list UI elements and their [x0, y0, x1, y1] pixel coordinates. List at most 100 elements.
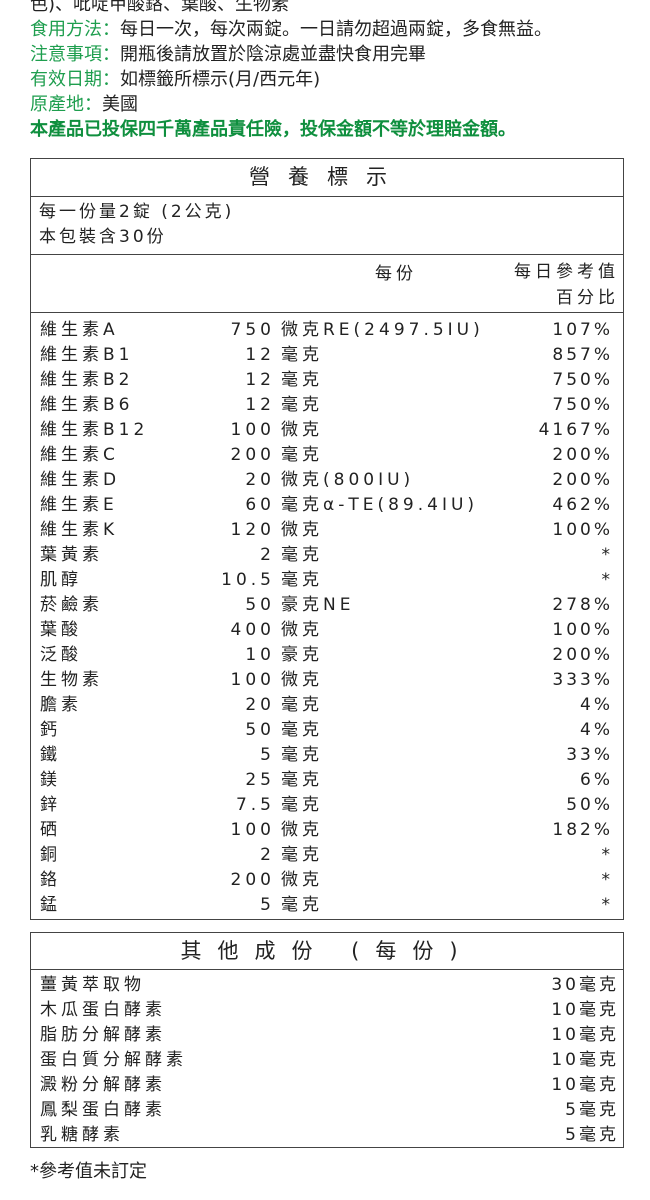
nutrient-dv: 4% — [580, 695, 613, 715]
nutrient-row: 維生素E 60 毫克α-TE(89.4IU) 462% — [31, 493, 623, 518]
info-line: 有效日期：如標籤所標示(月/西元年) — [30, 67, 552, 92]
nutrient-row: 維生素D 20 微克(800IU) 200% — [31, 468, 623, 493]
nutrient-name: 銅 — [40, 845, 61, 865]
info-label: 注意事項： — [30, 44, 120, 65]
nutrient-row: 鈣 50 毫克 4% — [31, 718, 623, 743]
product-info: 色)、吡啶甲酸鉻、葉酸、生物素 食用方法：每日一次，每次兩錠。一日請勿超過兩錠，… — [30, 0, 552, 142]
nutrition-facts-table: 營養標示 每一份量2錠 (2公克) 本包裝含30份 每份 每日參考值 百分比 維… — [30, 158, 624, 920]
nutrient-dv: 107% — [552, 320, 613, 340]
nutrient-unit: 毫克 — [281, 445, 323, 465]
ingredient-row: 木瓜蛋白酵素 10毫克 — [31, 998, 623, 1023]
nutrient-unit: 毫克 — [281, 895, 323, 915]
nutrient-dv: 200% — [552, 445, 613, 465]
info-label: 有效日期： — [30, 69, 120, 90]
ingredient-row: 脂肪分解酵素 10毫克 — [31, 1023, 623, 1048]
nutrient-name: 硒 — [40, 820, 61, 840]
ingredient-amount: 10毫克 — [551, 1075, 619, 1095]
nutrient-row: 泛酸 10 豪克 200% — [31, 643, 623, 668]
nutrient-row: 銅 2 毫克 * — [31, 843, 623, 868]
nutrient-unit: 豪克NE — [281, 595, 355, 615]
col-per-serving: 每份 — [375, 264, 417, 284]
nutrient-dv: 33% — [566, 745, 613, 765]
nutrient-name: 維生素B12 — [40, 420, 149, 440]
nutrient-row: 硒 100 微克 182% — [31, 818, 623, 843]
nutrient-row: 錳 5 毫克 * — [31, 893, 623, 918]
nutrient-dv: 857% — [552, 345, 613, 365]
nutrient-dv: 200% — [552, 470, 613, 490]
nutrient-unit: 毫克 — [281, 370, 323, 390]
nutrient-row: 鎂 25 毫克 6% — [31, 768, 623, 793]
nutrient-dv: 462% — [552, 495, 613, 515]
nutrient-name: 維生素B1 — [40, 345, 134, 365]
ingredient-amount: 5毫克 — [565, 1100, 619, 1120]
ingredient-amount: 5毫克 — [565, 1125, 619, 1145]
nutrient-unit: 毫克 — [281, 545, 323, 565]
nutrient-name: 泛酸 — [40, 645, 82, 665]
serving-size: 每一份量2錠 (2公克) — [39, 202, 235, 222]
ingredient-amount: 10毫克 — [551, 1050, 619, 1070]
nutrient-name: 葉黃素 — [40, 545, 103, 565]
nutrient-name: 鐵 — [40, 745, 61, 765]
col-dv-line2: 百分比 — [556, 288, 619, 308]
nutrient-dv: 200% — [552, 645, 613, 665]
ingredient-row: 乳糖酵素 5毫克 — [31, 1123, 623, 1148]
nutrient-qty: 2 — [260, 545, 275, 565]
nutrient-qty: 5 — [260, 745, 275, 765]
ingredients-tail: 色)、吡啶甲酸鉻、葉酸、生物素 — [30, 0, 290, 15]
ingredient-amount: 10毫克 — [551, 1025, 619, 1045]
nutrient-qty: 120 — [230, 520, 275, 540]
nutrient-name: 維生素E — [40, 495, 118, 515]
nutrient-unit: 毫克 — [281, 395, 323, 415]
nutrient-dv: * — [601, 570, 613, 590]
nutrient-qty: 5 — [260, 895, 275, 915]
other-title: 其他成份 (每份) — [31, 933, 623, 970]
nutrient-unit: 微克 — [281, 620, 323, 640]
nutrient-dv: * — [601, 545, 613, 565]
nutrient-dv: 6% — [580, 770, 613, 790]
nutrient-row: 維生素B1 12 毫克 857% — [31, 343, 623, 368]
ingredient-name: 澱粉分解酵素 — [40, 1075, 166, 1095]
nutrient-qty: 10 — [245, 645, 275, 665]
nutrient-qty: 7.5 — [235, 795, 275, 815]
nutrient-qty: 10.5 — [221, 570, 275, 590]
nutrient-row: 生物素 100 微克 333% — [31, 668, 623, 693]
nutrient-qty: 20 — [245, 695, 275, 715]
nutrient-unit: 微克 — [281, 420, 323, 440]
info-label: 原產地： — [30, 94, 102, 115]
nutrient-unit: 毫克 — [281, 845, 323, 865]
nutrient-dv: 182% — [552, 820, 613, 840]
nutrient-unit: 毫克 — [281, 745, 323, 765]
nutrient-row: 鐵 5 毫克 33% — [31, 743, 623, 768]
nutrient-qty: 100 — [230, 820, 275, 840]
nutrient-row: 葉黃素 2 毫克 * — [31, 543, 623, 568]
nutrient-unit: 毫克 — [281, 770, 323, 790]
ingredient-amount: 30毫克 — [551, 975, 619, 995]
nutrient-unit: 毫克α-TE(89.4IU) — [281, 495, 479, 515]
nutrient-qty: 20 — [245, 470, 275, 490]
nutrient-qty: 2 — [260, 845, 275, 865]
nutrient-unit: 毫克 — [281, 720, 323, 740]
nutrient-unit: 毫克 — [281, 570, 323, 590]
nutrient-unit: 微克 — [281, 670, 323, 690]
col-dv-line1: 每日參考值 — [514, 262, 619, 282]
nutrient-name: 肌醇 — [40, 570, 82, 590]
nutrient-dv: * — [601, 895, 613, 915]
nutrient-unit: 微克 — [281, 820, 323, 840]
ingredient-row: 鳳梨蛋白酵素 5毫克 — [31, 1098, 623, 1123]
nutrient-row: 維生素B2 12 毫克 750% — [31, 368, 623, 393]
ingredient-name: 蛋白質分解酵素 — [40, 1050, 187, 1070]
other-ingredients-table: 其他成份 (每份) 薑黃萃取物 30毫克木瓜蛋白酵素 10毫克 脂肪分解酵素 10毫克蛋… — [30, 932, 624, 1148]
nutrient-row: 維生素K 120 微克 100% — [31, 518, 623, 543]
nutrient-unit: 微克 — [281, 520, 323, 540]
nutrient-name: 生物素 — [40, 670, 103, 690]
nutrient-name: 維生素B2 — [40, 370, 134, 390]
nutrient-name: 維生素B6 — [40, 395, 134, 415]
ingredient-name: 薑黃萃取物 — [40, 975, 145, 995]
nutrient-dv: * — [601, 845, 613, 865]
nutrient-name: 鎂 — [40, 770, 61, 790]
nutrient-dv: 278% — [552, 595, 613, 615]
nutrient-qty: 12 — [245, 345, 275, 365]
nutrient-name: 維生素K — [40, 520, 119, 540]
nutrient-qty: 400 — [230, 620, 275, 640]
nutrient-dv: 100% — [552, 620, 613, 640]
